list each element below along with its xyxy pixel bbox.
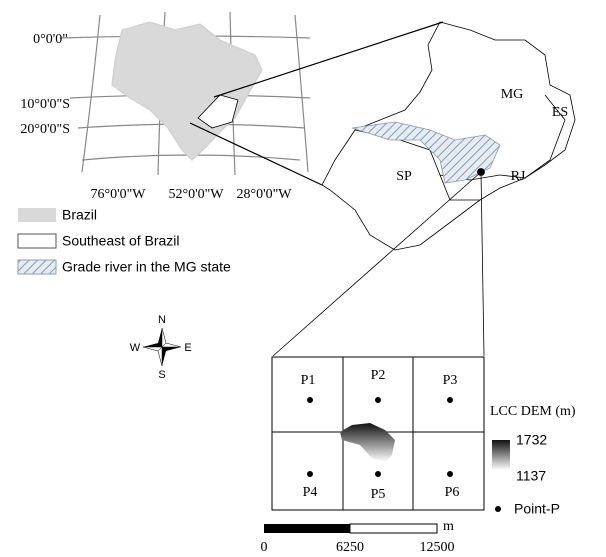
- point-legend-symbol: [495, 506, 501, 512]
- lon-label: 28°0'0"W: [236, 187, 292, 202]
- legend-label: Brazil: [62, 207, 97, 223]
- lat-label: 20°0'0"S: [20, 122, 70, 137]
- state-label: ES: [552, 105, 568, 120]
- compass-label: S: [158, 369, 165, 381]
- lat-label: 10°0'0"S: [20, 97, 70, 112]
- point-label: P3: [443, 373, 458, 388]
- compass-label: E: [184, 342, 191, 354]
- legend-swatch: [18, 260, 56, 274]
- point-label: P6: [445, 485, 460, 500]
- compass: [143, 328, 181, 366]
- dem-min: 1137: [516, 468, 546, 484]
- scale-segment: [350, 524, 437, 533]
- southeast-map: [273, 22, 575, 356]
- dem-title: LCC DEM (m): [490, 404, 576, 419]
- figure: 0°0'0" 10°0'0"S 20°0'0"S 76°0'0"W 52°0'0…: [0, 0, 606, 557]
- point-label: P2: [371, 368, 386, 383]
- point-legend-label: Point-P: [514, 501, 560, 517]
- point-label: P1: [301, 373, 316, 388]
- scale-unit: m: [443, 519, 454, 534]
- point-label: P5: [371, 487, 386, 502]
- scale-label: 12500: [420, 540, 455, 555]
- lat-label: 0°0'0": [33, 32, 68, 47]
- state-label: SP: [396, 169, 412, 184]
- scale-label: 0: [261, 540, 268, 555]
- dem-max: 1732: [516, 432, 547, 448]
- state-label: RJ: [511, 169, 526, 184]
- legend-label: Southeast of Brazil: [62, 233, 180, 249]
- lon-label: 76°0'0"W: [90, 187, 146, 202]
- point-label: P4: [303, 485, 318, 500]
- legend-swatch: [18, 234, 56, 248]
- inset-map: [60, 12, 443, 185]
- legend-label: Grade river in the MG state: [62, 259, 231, 275]
- scale-label: 6250: [336, 540, 364, 555]
- dem-ramp: [492, 440, 510, 470]
- compass-label: N: [158, 314, 166, 326]
- compass-label: W: [130, 342, 141, 354]
- scale-segment: [264, 524, 350, 533]
- lon-label: 52°0'0"W: [168, 187, 224, 202]
- state-label: MG: [501, 87, 524, 102]
- legend-swatch: [18, 208, 56, 222]
